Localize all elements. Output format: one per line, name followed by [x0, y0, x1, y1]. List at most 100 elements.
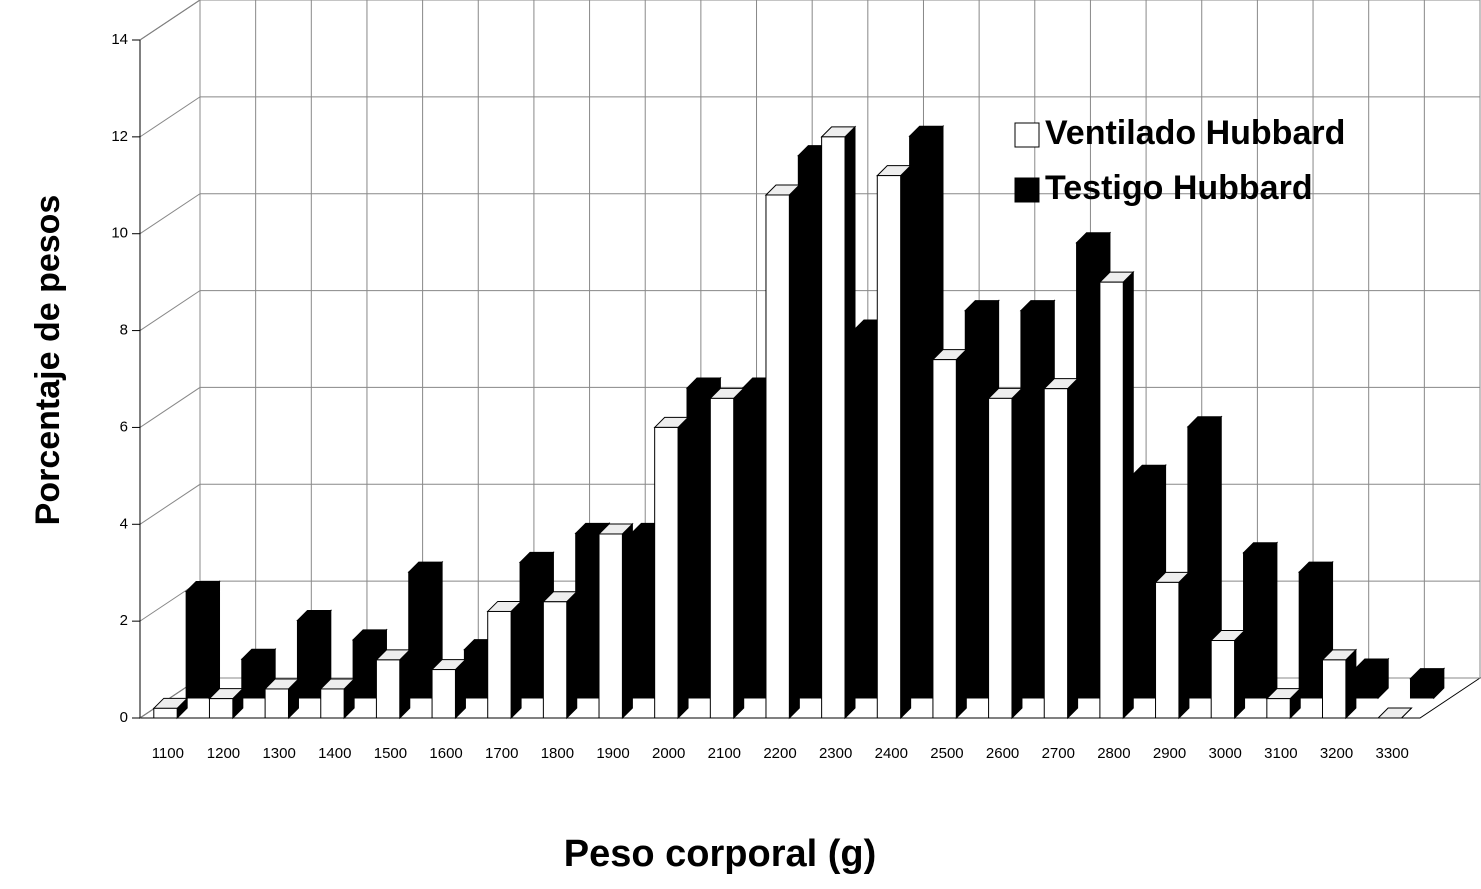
y-tick-label: 2 — [120, 612, 128, 629]
bar-side — [510, 600, 522, 720]
bar-front — [686, 387, 711, 699]
bar — [987, 387, 1024, 720]
bar-front — [1131, 474, 1157, 699]
bar-front — [185, 590, 211, 699]
x-tick-label: 1200 — [207, 745, 240, 762]
bar — [1321, 648, 1358, 720]
bar — [597, 522, 634, 720]
x-tick-label: 2900 — [1153, 745, 1186, 762]
bar — [152, 697, 189, 720]
bar-front — [964, 310, 990, 699]
bar-side — [788, 183, 800, 720]
bar — [1376, 707, 1413, 719]
bar-front — [654, 426, 679, 719]
bar-front — [1076, 242, 1101, 699]
y-tick-label: 10 — [111, 225, 128, 242]
bar-front — [797, 155, 823, 699]
bar — [820, 125, 857, 720]
bar — [1242, 541, 1279, 700]
legend-swatch — [1014, 177, 1040, 203]
bar — [375, 648, 411, 720]
bar-side — [1011, 387, 1023, 720]
x-tick-label: 1300 — [262, 745, 295, 762]
bar-front — [630, 532, 656, 699]
x-tick-label: 3000 — [1209, 745, 1242, 762]
bar-front — [765, 194, 790, 719]
x-tick-label: 1500 — [374, 745, 407, 762]
grid-line — [139, 0, 1480, 41]
y-tick-label: 8 — [120, 322, 128, 339]
bar-front — [909, 135, 934, 699]
bar — [184, 580, 221, 700]
x-tick-label: 2000 — [652, 745, 685, 762]
bar — [263, 677, 300, 720]
grid-line — [139, 290, 1480, 331]
bar-front — [575, 532, 600, 699]
x-tick-label: 2600 — [986, 745, 1019, 762]
bar-side — [1122, 270, 1134, 720]
bar-side — [1234, 629, 1246, 720]
bar-front — [988, 397, 1013, 719]
bar-front — [1099, 281, 1124, 719]
x-tick-label: 3300 — [1375, 745, 1408, 762]
y-axis-label: Porcentaje de pesos — [29, 195, 67, 526]
x-tick-label: 2200 — [763, 745, 796, 762]
x-tick-label: 3200 — [1320, 745, 1353, 762]
x-tick-label: 1400 — [318, 745, 351, 762]
y-tick-label: 14 — [111, 31, 128, 48]
bar-side — [621, 522, 633, 720]
bar-front — [487, 610, 512, 719]
bar-side — [399, 648, 411, 720]
bar-front — [1187, 426, 1212, 699]
x-tick-label: 1600 — [429, 745, 462, 762]
bar-front — [1298, 571, 1324, 699]
y-tick-label: 12 — [111, 128, 128, 145]
bar-front — [1266, 698, 1291, 719]
x-tick-label: 3100 — [1264, 745, 1297, 762]
bar-side — [955, 348, 967, 720]
x-tick-label: 1800 — [541, 745, 574, 762]
bar-front — [1020, 310, 1045, 699]
bar-front — [821, 136, 846, 719]
x-tick-label: 2800 — [1097, 745, 1130, 762]
x-tick-label: 2100 — [708, 745, 741, 762]
bar-front — [153, 707, 178, 719]
bar-side — [733, 387, 745, 720]
bar-front — [932, 359, 957, 719]
bar-front — [853, 329, 878, 699]
bar-front — [241, 658, 266, 699]
bar — [430, 658, 467, 720]
bar-side — [1067, 377, 1079, 720]
x-tick-label: 1700 — [485, 745, 518, 762]
bar — [1265, 687, 1302, 720]
y-tick-label: 4 — [120, 515, 128, 532]
bar-side — [844, 125, 856, 720]
bar-front — [1210, 640, 1236, 719]
bar — [542, 590, 578, 720]
bar-front — [463, 649, 489, 699]
bar — [1154, 571, 1191, 720]
legend-label: Testigo Hubbard — [1045, 169, 1313, 207]
bar-front — [408, 571, 433, 699]
x-tick-label: 1100 — [152, 745, 184, 762]
bar-front — [1043, 388, 1069, 719]
bar — [1353, 657, 1390, 700]
bar-front — [598, 533, 623, 719]
bar — [931, 348, 968, 720]
bar — [1186, 415, 1223, 700]
bar — [764, 183, 801, 720]
bar-front — [742, 387, 767, 699]
bar — [1043, 377, 1079, 720]
x-tick-label: 2700 — [1042, 745, 1075, 762]
bar-front — [709, 397, 735, 719]
bar-front — [1409, 678, 1435, 699]
bar-front — [1354, 668, 1379, 699]
bar — [876, 164, 912, 720]
bar — [709, 387, 745, 720]
x-tick-label: 2400 — [875, 745, 908, 762]
x-tick-label: 2300 — [819, 745, 852, 762]
y-tick-label: 6 — [120, 418, 128, 435]
bar — [1409, 667, 1446, 700]
bar-front — [208, 698, 234, 719]
